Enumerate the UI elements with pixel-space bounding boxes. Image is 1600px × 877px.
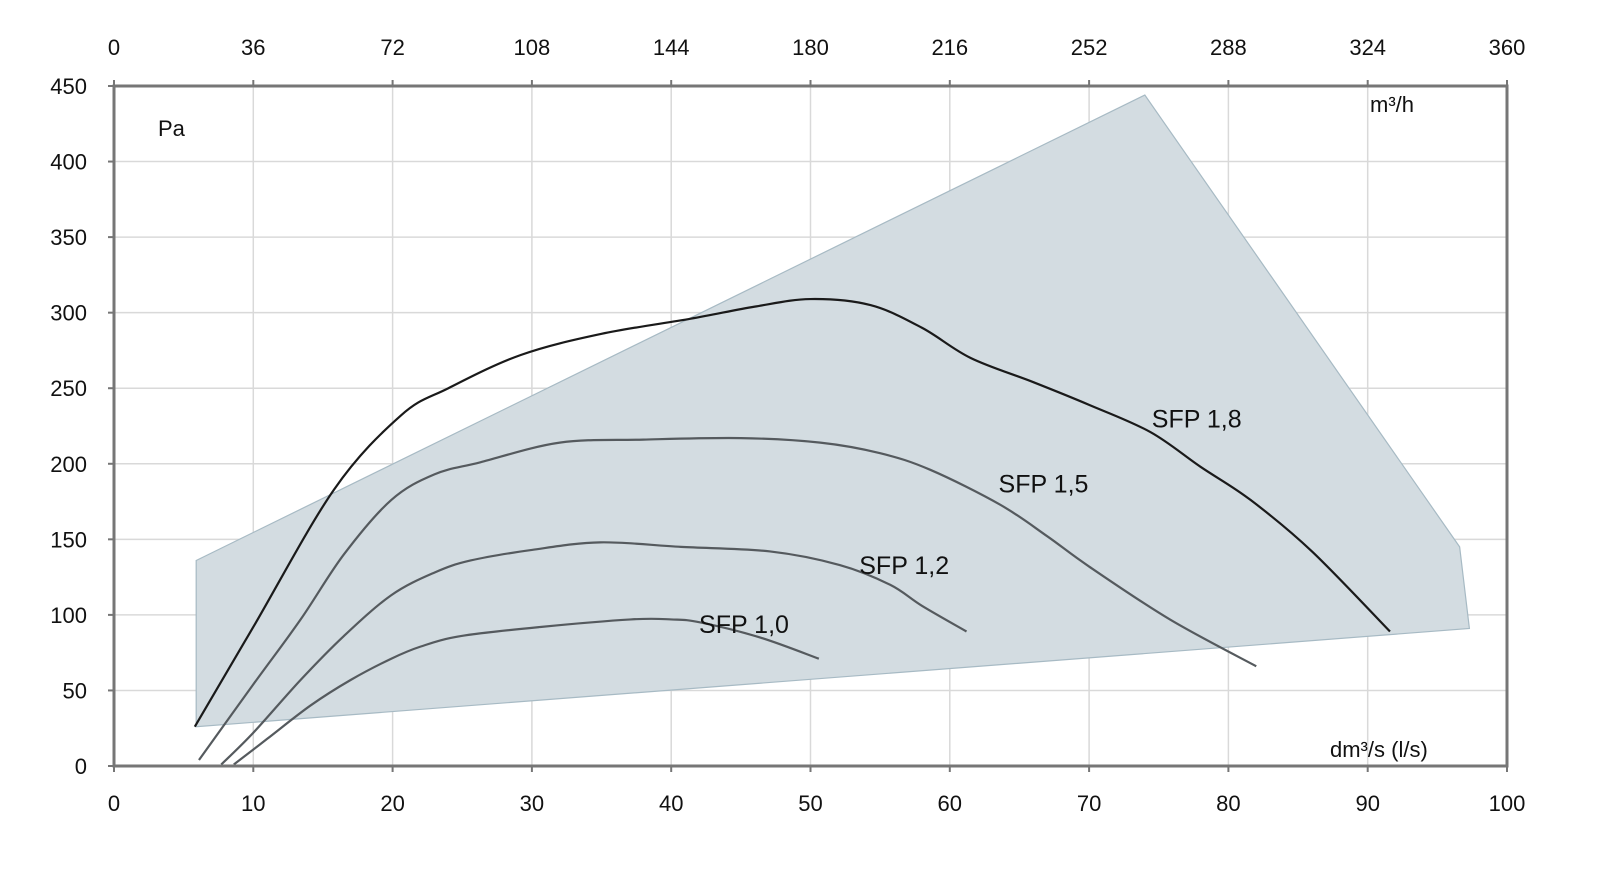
- x2-tick-label: 324: [1349, 35, 1386, 60]
- y-tick-label: 250: [50, 376, 87, 401]
- x-tick-label: 80: [1216, 791, 1240, 816]
- y-tick-label: 50: [63, 678, 87, 703]
- x2-tick-label: 288: [1210, 35, 1247, 60]
- y-tick-label: 100: [50, 603, 87, 628]
- x2-tick-label: 108: [514, 35, 551, 60]
- series-label: SFP 1,5: [999, 470, 1089, 498]
- x-tick-label: 60: [938, 791, 962, 816]
- top-axis-unit: m³/h: [1370, 92, 1414, 117]
- series-line-12: [220, 541, 968, 766]
- series-label: SFP 1,8: [1152, 406, 1242, 434]
- y-tick-label: 0: [75, 754, 87, 779]
- x2-tick-label: 360: [1489, 35, 1526, 60]
- x-tick-label: 90: [1355, 791, 1379, 816]
- y-tick-label: 350: [50, 225, 87, 250]
- series-lines: [193, 297, 1391, 766]
- y-tick-label: 150: [50, 527, 87, 552]
- x-tick-label: 100: [1489, 791, 1526, 816]
- x-axis-unit: dm³/s (l/s): [1330, 737, 1428, 762]
- y-axis-unit: Pa: [158, 116, 186, 141]
- x2-tick-label: 0: [108, 35, 120, 60]
- series-line-15: [198, 436, 1257, 761]
- x-tick-label: 40: [659, 791, 683, 816]
- x2-tick-label: 36: [241, 35, 265, 60]
- x-tick-label: 50: [798, 791, 822, 816]
- tick-labels: 0010362072301084014450180602167025280288…: [50, 35, 1525, 816]
- series-line-18: [193, 297, 1391, 728]
- series-label: SFP 1,0: [699, 611, 789, 639]
- x2-tick-label: 180: [792, 35, 829, 60]
- x-tick-label: 0: [108, 791, 120, 816]
- series-labels: SFP 1,8 SFP 1,5 SFP 1,2 SFP 1,0: [699, 406, 1242, 640]
- y-tick-label: 300: [50, 301, 87, 326]
- x-tick-label: 70: [1077, 791, 1101, 816]
- x2-tick-label: 144: [653, 35, 690, 60]
- x2-tick-label: 252: [1071, 35, 1108, 60]
- y-tick-label: 450: [50, 74, 87, 99]
- x2-tick-label: 72: [380, 35, 404, 60]
- x2-tick-label: 216: [931, 35, 968, 60]
- y-tick-label: 400: [50, 150, 87, 175]
- x-tick-label: 10: [241, 791, 265, 816]
- series-line-10: [233, 617, 820, 766]
- operating-area: [195, 94, 1471, 728]
- y-tick-label: 200: [50, 452, 87, 477]
- series-label: SFP 1,2: [859, 552, 949, 580]
- x-tick-label: 20: [380, 791, 404, 816]
- x-tick-label: 30: [520, 791, 544, 816]
